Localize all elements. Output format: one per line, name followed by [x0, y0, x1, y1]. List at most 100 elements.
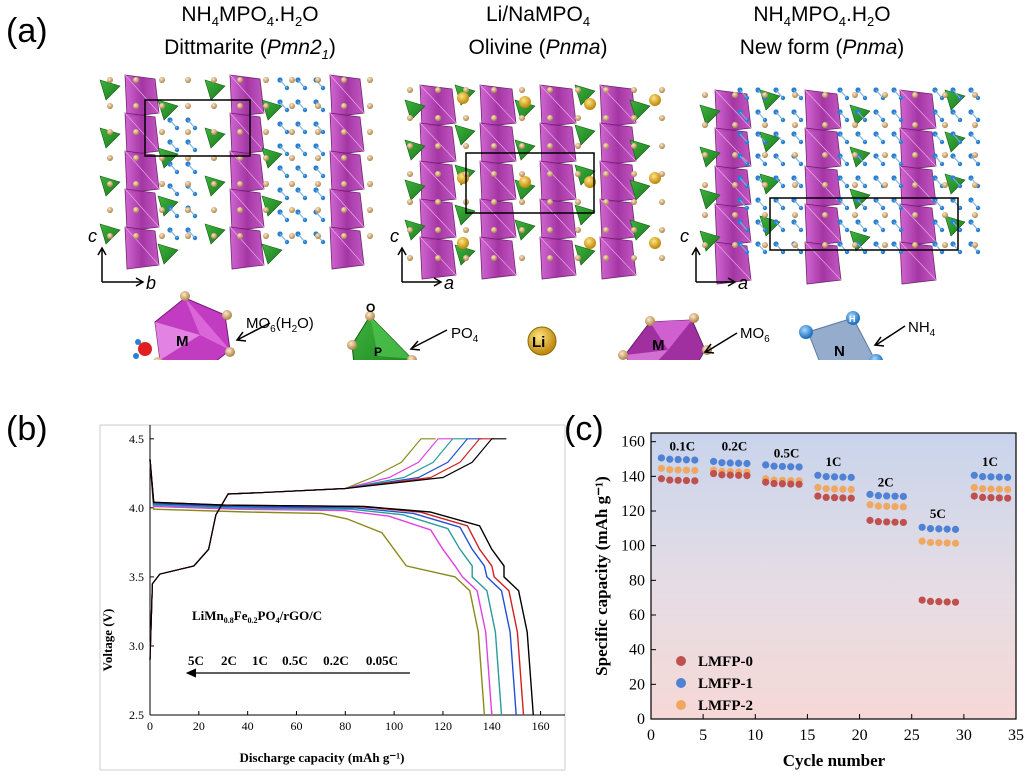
- axis-a-label: a: [738, 273, 748, 293]
- data-point-lmfp-0: [839, 494, 847, 502]
- y-tick-label: 120: [621, 503, 645, 520]
- data-point-lmfp-2: [847, 485, 855, 494]
- rate-label: 5C: [188, 653, 204, 668]
- data-point-lmfp-2: [995, 485, 1003, 493]
- data-point-lmfp-2: [918, 537, 926, 545]
- data-point-lmfp-2: [822, 485, 830, 493]
- y-tick-label: 3.0: [129, 639, 144, 653]
- data-point-lmfp-0: [718, 471, 726, 479]
- axis-b-label: b: [146, 273, 156, 293]
- data-point-lmfp-1: [979, 472, 987, 481]
- data-point-lmfp-1: [883, 492, 891, 500]
- data-point-lmfp-1: [814, 471, 822, 479]
- voltage-capacity-chart: 0 20 40 60 80 100 120 140 160 2.5 3.0 3.5 4.0 4.5 Vol…: [99, 424, 566, 771]
- axis-c-label: c: [680, 226, 689, 246]
- octahedra-column: [124, 74, 160, 270]
- data-point-lmfp-0: [787, 480, 795, 488]
- data-point-lmfp-2: [657, 464, 666, 472]
- data-point-lmfp-1: [674, 455, 682, 464]
- y-tick-label: 100: [621, 538, 645, 555]
- metal-center-label: M: [652, 337, 665, 354]
- voltage-series-0.05C: [149, 438, 534, 716]
- data-point-lmfp-0: [891, 518, 899, 526]
- data-point-lmfp-0: [682, 476, 691, 485]
- data-point-lmfp-1: [995, 473, 1003, 481]
- octahedra-column: [539, 84, 577, 280]
- data-point-lmfp-0: [847, 494, 855, 502]
- data-point-lmfp-0: [743, 472, 751, 480]
- data-point-lmfp-1: [691, 456, 699, 464]
- rate-label: 0.1C: [669, 438, 695, 453]
- data-point-lmfp-1: [899, 492, 907, 501]
- data-point-lmfp-0: [657, 475, 666, 483]
- data-point-lmfp-0: [822, 493, 830, 501]
- data-point-lmfp-0: [709, 469, 718, 478]
- data-point-lmfp-0: [674, 476, 682, 484]
- data-point-lmfp-2: [814, 483, 822, 492]
- svg-text:NH4: NH4: [908, 319, 936, 339]
- data-point-lmfp-2: [691, 466, 699, 475]
- x-tick-label: 15: [799, 727, 815, 744]
- axis-c-label: c: [390, 226, 399, 246]
- data-point-lmfp-1: [666, 455, 674, 463]
- x-tick-label: 120: [434, 719, 452, 733]
- x-tick-label: 35: [1008, 727, 1024, 744]
- octahedra-column: [329, 74, 365, 270]
- legend-po4: O P PO4: [347, 301, 479, 360]
- legend-marker: [676, 700, 686, 710]
- x-tick-label: 30: [956, 727, 972, 744]
- data-point-lmfp-1: [866, 490, 874, 498]
- data-point-lmfp-1: [726, 459, 734, 467]
- y-tick-label: 20: [629, 676, 645, 693]
- data-point-lmfp-1: [918, 523, 926, 531]
- data-point-lmfp-0: [883, 518, 891, 526]
- data-point-lmfp-0: [830, 494, 839, 502]
- data-point-lmfp-1: [970, 471, 978, 479]
- data-point-lmfp-0: [726, 471, 734, 479]
- unit-cell-box: [144, 99, 251, 157]
- structure-title-olivine: Li/NaMPO4 Olivine (Pnma): [468, 3, 608, 60]
- rate-label: 1C: [826, 454, 842, 469]
- octahedra-column: [419, 84, 457, 280]
- data-point-lmfp-2: [926, 538, 935, 547]
- svg-text:MO6: MO6: [740, 325, 770, 345]
- rate-label: 0.05C: [366, 653, 398, 668]
- octahedra-column: [229, 74, 265, 270]
- data-point-lmfp-0: [899, 518, 907, 527]
- oxygen-label: O: [366, 301, 375, 315]
- data-point-lmfp-0: [918, 596, 926, 604]
- data-point-lmfp-1: [682, 456, 691, 464]
- x-tick-label: 5: [699, 727, 707, 744]
- li-atom-label: Li: [532, 334, 545, 351]
- tetrahedra-row: [699, 104, 721, 252]
- rate-capability-chart: 0 5 10 15 20 25 30 35 0 20 40 60 80 100 120 140 160 0.1C 0…: [592, 432, 1024, 770]
- y-tick-label: 4.5: [129, 432, 144, 446]
- data-point-lmfp-0: [866, 516, 874, 524]
- nitrogen-label: N: [834, 343, 845, 360]
- data-point-lmfp-0: [666, 476, 674, 484]
- phosphorus-label: P: [374, 345, 382, 359]
- data-point-lmfp-1: [926, 524, 935, 533]
- y-tick-label: 3.5: [129, 570, 144, 584]
- data-point-lmfp-1: [847, 473, 855, 481]
- tetrahedra-row: [514, 99, 536, 241]
- y-axis-label: Voltage (V): [100, 609, 115, 672]
- charge-curve: [149, 438, 507, 660]
- data-point-lmfp-2: [899, 503, 907, 511]
- legend-nh4: H N NH4: [799, 311, 936, 360]
- y-tick-label: 2.5: [129, 708, 144, 722]
- data-point-lmfp-2: [666, 466, 674, 474]
- y-tick-label: 4.0: [129, 501, 144, 515]
- data-point-lmfp-2: [1004, 485, 1012, 494]
- data-point-lmfp-1: [743, 459, 751, 468]
- y-tick-label: 80: [629, 572, 645, 589]
- x-axis-label: Discharge capacity (mAh g⁻¹): [240, 750, 405, 765]
- y-tick-label: 60: [629, 607, 645, 624]
- data-point-lmfp-2: [970, 483, 978, 492]
- rate-label: 0.5C: [282, 653, 308, 668]
- panel-c-label: (c): [564, 410, 604, 448]
- legend-mo6: M MO6: [618, 313, 770, 360]
- oxygen-atoms: [702, 92, 978, 248]
- legend-label: LMFP-0: [698, 654, 753, 670]
- material-annotation: LiMn0.8Fe0.2PO4/rGO/C: [192, 608, 322, 625]
